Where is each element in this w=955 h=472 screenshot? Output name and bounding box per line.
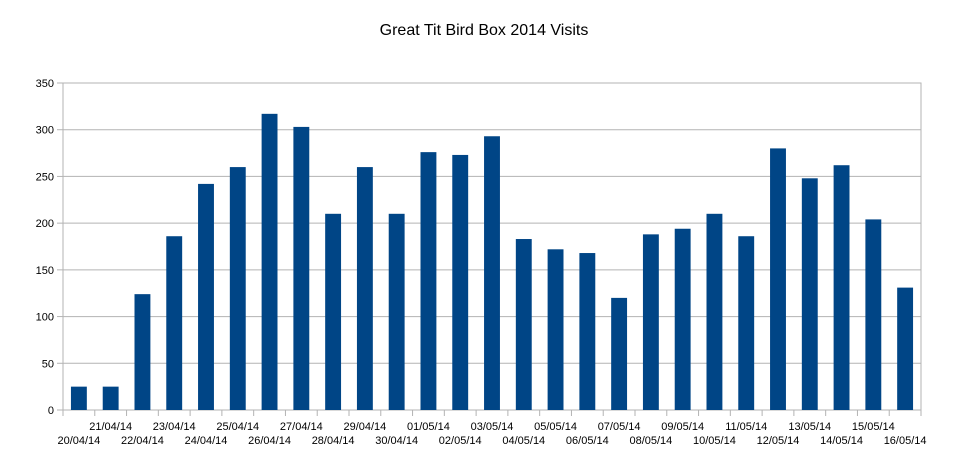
x-tick-label: 28/04/14 (312, 435, 355, 447)
x-tick-label: 08/05/14 (629, 435, 672, 447)
x-tick-label: 30/04/14 (375, 435, 418, 447)
x-tick-label: 15/05/14 (852, 421, 895, 433)
bar (134, 294, 151, 410)
bar (833, 165, 850, 410)
bar (261, 113, 278, 411)
chart-title: Great Tit Bird Box 2014 Visits (379, 22, 589, 39)
x-tick-label: 05/05/14 (534, 421, 577, 433)
bar (102, 386, 119, 410)
bar (452, 154, 469, 410)
y-tick-label: 0 (48, 405, 54, 417)
bar (484, 136, 500, 411)
x-tick-label: 22/04/14 (121, 435, 164, 447)
x-tick-label: 13/05/14 (788, 421, 831, 433)
x-tick-label: 12/05/14 (757, 435, 800, 447)
bar (738, 236, 755, 410)
y-tick-label: 150 (36, 265, 54, 277)
y-tick-label: 100 (36, 312, 54, 324)
bar (547, 249, 564, 410)
bar (579, 253, 596, 410)
bar (897, 287, 914, 410)
bar (325, 213, 342, 410)
bar (356, 167, 373, 410)
x-tick-label: 04/05/14 (502, 435, 545, 447)
y-tick-label: 350 (36, 78, 54, 90)
x-tick-label: 14/05/14 (820, 435, 863, 447)
x-tick-label: 10/05/14 (693, 435, 736, 447)
x-tick-label: 01/05/14 (407, 421, 450, 433)
bar (198, 183, 214, 410)
bar (706, 213, 723, 410)
bar (865, 219, 882, 410)
bar (388, 213, 405, 410)
bar (166, 236, 183, 410)
x-tick-label: 21/04/14 (89, 421, 132, 433)
bar (611, 297, 628, 410)
bar (515, 239, 532, 410)
x-tick-label: 20/04/14 (57, 435, 100, 447)
x-tick-label: 07/05/14 (598, 421, 641, 433)
x-tick-label: 16/05/14 (884, 435, 927, 447)
y-tick-label: 300 (36, 125, 54, 137)
x-tick-label: 26/04/14 (248, 435, 291, 447)
x-tick-label: 06/05/14 (566, 435, 609, 447)
bar (674, 228, 691, 410)
x-tick-label: 03/05/14 (471, 421, 514, 433)
bar (642, 234, 659, 410)
bar (420, 152, 437, 410)
y-tick-label: 50 (42, 358, 54, 370)
x-tick-label: 25/04/14 (216, 421, 259, 433)
x-tick-label: 09/05/14 (661, 421, 704, 433)
bar (229, 167, 246, 410)
x-tick-label: 27/04/14 (280, 421, 323, 433)
x-tick-label: 02/05/14 (439, 435, 482, 447)
y-tick-label: 200 (36, 218, 54, 230)
bar (801, 178, 818, 410)
bar (70, 386, 87, 410)
x-tick-label: 11/05/14 (725, 421, 767, 433)
x-tick-label: 29/04/14 (343, 421, 386, 433)
bar (770, 148, 786, 410)
x-tick-label: 24/04/14 (185, 435, 228, 447)
bar (293, 126, 310, 410)
y-tick-label: 250 (36, 171, 54, 183)
x-tick-label: 23/04/14 (153, 421, 196, 433)
